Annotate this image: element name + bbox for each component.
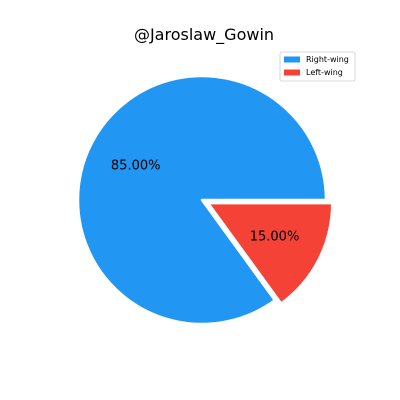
legend-swatch <box>284 69 300 76</box>
pie-slice-labels: 85.00% 15.00% <box>111 159 299 245</box>
pie-slice-label: 15.00% <box>250 229 300 244</box>
legend: Right-wing Left-wing <box>279 51 356 82</box>
legend-items: Right-wing Left-wing <box>284 55 349 77</box>
legend-label: Right-wing <box>306 55 349 64</box>
chart-title: @Jaroslaw_Gowin <box>134 25 274 45</box>
pie-slice-right-wing <box>76 74 328 326</box>
legend-label: Left-wing <box>306 68 343 77</box>
legend-swatch <box>284 56 300 63</box>
pie-slices <box>76 74 334 326</box>
pie-slice-left-wing <box>206 201 334 305</box>
pie-slice-label: 85.00% <box>111 159 161 174</box>
